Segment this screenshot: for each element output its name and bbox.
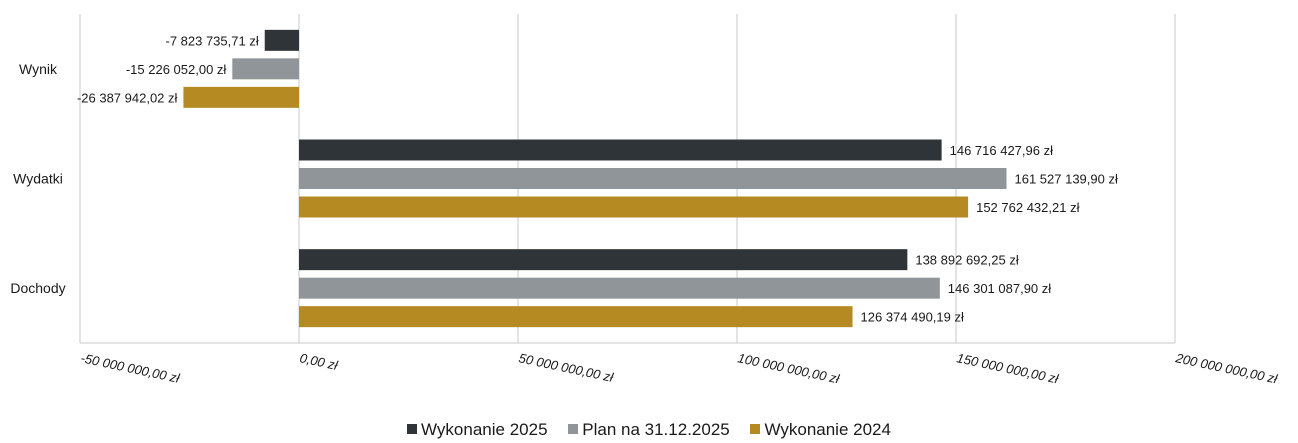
legend: Wykonanie 2025 Plan na 31.12.2025 Wykona…: [0, 420, 1298, 440]
data-label-wydatki-plan-na-31-12-2025: 161 527 139,90 zł: [1014, 172, 1117, 187]
category-label-dochody: Dochody: [10, 280, 65, 296]
legend-item-wykonanie-2024: Wykonanie 2024: [750, 420, 891, 440]
bar-wydatki-wykonanie-2025: [299, 139, 942, 161]
bar-dochody-wykonanie-2024: [299, 306, 853, 328]
legend-label-wykonanie-2024: Wykonanie 2024: [764, 420, 891, 439]
bar-wynik-wykonanie-2024: [183, 86, 299, 108]
legend-item-plan-2025: Plan na 31.12.2025: [568, 420, 730, 440]
x-tick-label-3: 100 000 000,00 zł: [736, 350, 841, 386]
data-label-wynik-wykonanie-2024: -26 387 942,02 zł: [77, 90, 178, 105]
category-label-wynik: Wynik: [19, 61, 58, 77]
legend-swatch-wykonanie-2024: [750, 424, 761, 434]
data-label-wynik-wykonanie-2025: -7 823 735,71 zł: [165, 33, 258, 48]
legend-label-wykonanie-2025: Wykonanie 2025: [421, 420, 548, 439]
x-tick-label-4: 150 000 000,00 zł: [955, 350, 1060, 386]
bar-dochody-wykonanie-2025: [299, 249, 908, 271]
data-label-wydatki-wykonanie-2025: 146 716 427,96 zł: [950, 143, 1053, 158]
bar-chart: -50 000 000,00 zł 0,00 zł 50 000 000,00 zł…: [10, 14, 1280, 387]
category-label-wydatki: Wydatki: [13, 171, 63, 187]
data-label-wydatki-wykonanie-2024: 152 762 432,21 zł: [976, 200, 1079, 215]
data-label-dochody-wykonanie-2025: 138 892 692,25 zł: [915, 253, 1018, 268]
legend-swatch-plan-2025: [568, 424, 579, 434]
data-label-wynik-plan-na-31-12-2025: -15 226 052,00 zł: [126, 62, 227, 77]
x-tick-label-0: -50 000 000,00 zł: [79, 350, 181, 386]
legend-label-plan-2025: Plan na 31.12.2025: [582, 420, 730, 439]
x-tick-label-2: 50 000 000,00 zł: [517, 350, 615, 385]
data-label-dochody-plan-na-31-12-2025: 146 301 087,90 zł: [948, 281, 1051, 296]
bar-wydatki-plan-na-31-12-2025: [299, 168, 1007, 189]
legend-swatch-wykonanie-2025: [407, 424, 418, 434]
bar-wynik-wykonanie-2025: [264, 29, 299, 51]
x-tick-label-5: 200 000 000,00 zł: [1173, 350, 1279, 387]
data-label-dochody-wykonanie-2024: 126 374 490,19 zł: [861, 310, 964, 325]
bar-wydatki-wykonanie-2024: [299, 196, 969, 218]
legend-item-wykonanie-2025: Wykonanie 2025: [407, 420, 548, 440]
x-tick-label-1: 0,00 zł: [298, 350, 340, 373]
bar-wynik-plan-na-31-12-2025: [232, 58, 299, 80]
bar-dochody-plan-na-31-12-2025: [299, 277, 940, 299]
